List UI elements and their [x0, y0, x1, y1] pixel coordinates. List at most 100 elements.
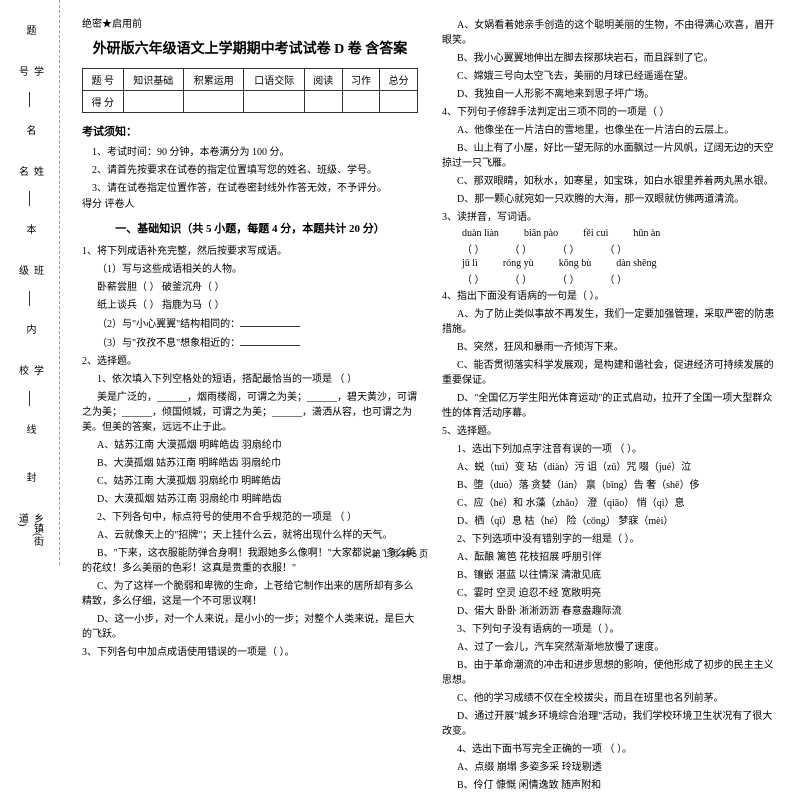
th: 积累运用 — [184, 69, 244, 91]
pinyin: róng yù — [503, 258, 534, 269]
q4-c[interactable]: C、那双眼睛，如秋水，如寒星，如宝珠，如白水银里养着两丸黑水银。 — [442, 174, 778, 189]
q4b-d[interactable]: D、"全国亿万学生阳光体育运动"的正式启动，拉开了全国一项大型群众性的体育活动序… — [442, 391, 778, 421]
blank-paren[interactable]: （ ） — [462, 241, 485, 256]
blank-paren[interactable]: （ ） — [605, 241, 628, 256]
q1-sub1: （1）写与这些成语相关的人物。 — [82, 262, 418, 277]
q2-stem: 2、选择题。 — [82, 354, 418, 369]
section-1-title: 一、基础知识（共 5 小题，每题 4 分，本题共计 20 分） — [82, 220, 418, 236]
blank-paren[interactable]: （ ） — [510, 271, 533, 286]
q2-s2c[interactable]: C、为了这样一个脆弱和卑微的生命，上苍给它制作出来的居所却有多么精致，多么仔细，… — [82, 579, 418, 609]
q5-s1d[interactable]: D、栖（qī）息 枯（hé） 险（cōng） 梦寐（mèi） — [442, 514, 778, 529]
pinyin: dàn shēng — [616, 258, 656, 269]
q2-opt-d[interactable]: D、大漠孤烟 姑苏江南 羽扇纶巾 明眸皓齿 — [82, 492, 418, 507]
pinyin: jǔ lì — [462, 258, 478, 269]
q1-line: 卧薪尝胆（ ） 破釜沉舟（ ） — [82, 280, 418, 295]
q5-s3d[interactable]: D、通过开展"城乡环境综合治理"活动，我们学校环境卫生状况有了很大改变。 — [442, 709, 778, 739]
blank[interactable] — [240, 316, 300, 327]
td[interactable] — [244, 91, 304, 113]
blank[interactable] — [240, 335, 300, 346]
pinyin: fěi cuì — [583, 228, 608, 239]
q5-s3a[interactable]: A、过了一会儿，汽车突然渐渐地放慢了速度。 — [442, 640, 778, 655]
pinyin: duàn liàn — [462, 228, 499, 239]
binding-side-char: 名 — [22, 125, 37, 143]
q3b-stem: 3、读拼音，写词语。 — [442, 210, 778, 225]
q4-a[interactable]: A、他像坐在一片洁白的雪地里，也像坐在一片洁白的云层上。 — [442, 123, 778, 138]
binding-field-school: 学校 — [15, 365, 45, 380]
td[interactable] — [184, 91, 244, 113]
exam-page: 题 学号 名 姓名 本 班级 内 学校 线 封 乡镇(街道) 绝密★启用前 外研… — [0, 0, 800, 565]
page-footer: 第 1 页 共 5 页 — [372, 547, 428, 560]
answer-row: （ ） （ ） （ ） （ ） — [462, 271, 778, 286]
td[interactable] — [304, 91, 342, 113]
q2-sub1: 1、依次填入下列空格处的短语，搭配最恰当的一项是 （ ） — [82, 372, 418, 387]
q2-opt-b[interactable]: B、大漠孤烟 姑苏江南 明眸皓齿 羽扇纶巾 — [82, 456, 418, 471]
q4-d[interactable]: D、那一颗心就宛如一只欢腾的大海，那一双眼就仿佛两道清流。 — [442, 192, 778, 207]
q4-b[interactable]: B、山上有了小屋，好比一望无际的水面飘过一片风帆，辽阔无边的天空掠过一只飞雁。 — [442, 141, 778, 171]
th: 题 号 — [83, 69, 124, 91]
blank-paren[interactable]: （ ） — [557, 271, 580, 286]
q5-s1b[interactable]: B、堕（duò）落 贪婪（lán） 禀（bǐng）告 奢（shē）侈 — [442, 478, 778, 493]
q5-sub2: 2、下列选项中没有错别字的一组是（ ）。 — [442, 532, 778, 547]
q1-sub2-text: （2）与"小心翼翼"结构相同的： — [97, 319, 240, 330]
pinyin-row: jǔ lì róng yù kōng bù dàn shēng — [462, 258, 778, 269]
q4b-c[interactable]: C、能否贯彻落实科学发展观，是构建和谐社会，促进经济可持续发展的重要保证。 — [442, 358, 778, 388]
table-row: 题 号 知识基础 积累运用 口语交际 阅读 习作 总分 — [83, 69, 418, 91]
q5-s2a[interactable]: A、酝酿 篱笆 花枝招展 呼朋引伴 — [442, 550, 778, 565]
q1-stem: 1、将下列成语补充完整，然后按要求写成语。 — [82, 244, 418, 259]
q2-s2b[interactable]: B、"下来，这衣服能防弹合身啊！我跟她多么像啊！"大家都说。"多么美的花纹！多么… — [82, 546, 418, 576]
q2-opt-c[interactable]: C、姑苏江南 大漠孤烟 羽扇纶巾 明眸皓齿 — [82, 474, 418, 489]
th: 口语交际 — [244, 69, 304, 91]
blank-paren[interactable]: （ ） — [462, 271, 485, 286]
q2-text: 美是广泛的，______，烟雨楼阁，可谓之为美；______，碧天黄沙，可谓之为… — [82, 390, 418, 435]
pinyin: kōng bù — [559, 258, 592, 269]
blank-paren[interactable]: （ ） — [557, 241, 580, 256]
q5-sub3: 3、下列句子没有语病的一项是（ ）。 — [442, 622, 778, 637]
th: 知识基础 — [123, 69, 183, 91]
q2-s2d[interactable]: D、这一小步，对一个人来说，是小小的一步；对整个人类来说，是巨大的飞跃。 — [82, 612, 418, 642]
td[interactable] — [380, 91, 418, 113]
exam-title: 外研版六年级语文上学期期中考试试卷 D 卷 含答案 — [82, 38, 418, 58]
blank-paren[interactable]: （ ） — [510, 241, 533, 256]
q2-opt-a[interactable]: A、姑苏江南 大漠孤烟 明眸皓齿 羽扇纶巾 — [82, 438, 418, 453]
q4b-b[interactable]: B、突然，狂风和暴雨一齐倾泻下来。 — [442, 340, 778, 355]
q4-stem: 4、下列句子修辞手法判定出三项不同的一项是（ ） — [442, 105, 778, 120]
q5-s4a[interactable]: A、点缀 崩塌 多姿多采 玲珑剔透 — [442, 760, 778, 775]
q5-s3b[interactable]: B、由于革命潮流的冲击和进步思想的影响，使他形成了初步的民主主义思想。 — [442, 658, 778, 688]
binding-margin: 题 学号 名 姓名 本 班级 内 学校 线 封 乡镇(街道) — [0, 0, 60, 565]
binding-field-town: 乡镇(街道) — [15, 513, 45, 548]
q3-a[interactable]: A、女娲看着她亲手创造的这个聪明美丽的生物，不由得满心欢喜，眉开眼笑。 — [442, 18, 778, 48]
q5-s3c[interactable]: C、他的学习成绩不仅在全校拔尖，而且在班里也名列前茅。 — [442, 691, 778, 706]
q2-sub2: 2、下列各句中，标点符号的使用不合乎规范的一项是 （ ） — [82, 510, 418, 525]
q5-stem: 5、选择题。 — [442, 424, 778, 439]
q2-s2a[interactable]: A、云就像天上的"招牌"；天上挂什么云，就将出现什么样的天气。 — [82, 528, 418, 543]
q4b-a[interactable]: A、为了防止类似事故不再发生，我们一定要加强管理，采取严密的防患措施。 — [442, 307, 778, 337]
pinyin: biān pào — [524, 228, 558, 239]
q5-s4b[interactable]: B、伶仃 慷慨 闲情逸致 随声附和 — [442, 778, 778, 793]
table-row: 得 分 — [83, 91, 418, 113]
bind-line — [29, 391, 30, 406]
confidential-note: 绝密★启用前 — [82, 15, 418, 30]
content-area: 绝密★启用前 外研版六年级语文上学期期中考试试卷 D 卷 含答案 题 号 知识基… — [60, 0, 800, 565]
pinyin-row: duàn liàn biān pào fěi cuì hūn àn — [462, 228, 778, 239]
binding-field-class: 班级 — [15, 265, 45, 280]
binding-field-id: 学号 — [15, 66, 45, 81]
q5-s2b[interactable]: B、镶嵌 湛蓝 以往情深 清澈见底 — [442, 568, 778, 583]
td[interactable] — [342, 91, 380, 113]
binding-side-char: 封 — [22, 472, 37, 490]
q5-s2d[interactable]: D、偌大 卧卧 淅淅沥沥 春意盎趣际流 — [442, 604, 778, 619]
q5-s1c[interactable]: C、应（hé）和 水藻（zhǎo） 澄（qiāo） 悄（qì）息 — [442, 496, 778, 511]
q3-d[interactable]: D、我独自一人形影不离地来到思子坪广场。 — [442, 87, 778, 102]
q3-b[interactable]: B、我小心翼翼地伸出左脚去探那块岩石，而且踩到了它。 — [442, 51, 778, 66]
q5-s2c[interactable]: C、霎时 空灵 迫忍不经 宽敞明亮 — [442, 586, 778, 601]
q1-sub3-text: （3）与"孜孜不息"想象相近的： — [97, 338, 240, 349]
notice-item: 3、请在试卷指定位置作答，在试卷密封线外作答无效，不予评分。 — [82, 179, 418, 194]
td[interactable] — [123, 91, 183, 113]
th: 习作 — [342, 69, 380, 91]
q3-c[interactable]: C、嫦娥三号向太空飞去，美丽的月球已经遥遥在望。 — [442, 69, 778, 84]
q5-s1a[interactable]: A、蜕（tuì）变 玷（diàn）污 诅（zǔ）咒 啜（jué）泣 — [442, 460, 778, 475]
blank-paren[interactable]: （ ） — [605, 271, 628, 286]
q3-stem: 3、下列各句中加点成语使用错误的一项是（ ）。 — [82, 645, 418, 660]
q4b-stem: 4、指出下面没有语病的一句是（ ）。 — [442, 289, 778, 304]
q5-sub4: 4、选出下面书写完全正确的一项 （ ）。 — [442, 742, 778, 757]
th: 总分 — [380, 69, 418, 91]
